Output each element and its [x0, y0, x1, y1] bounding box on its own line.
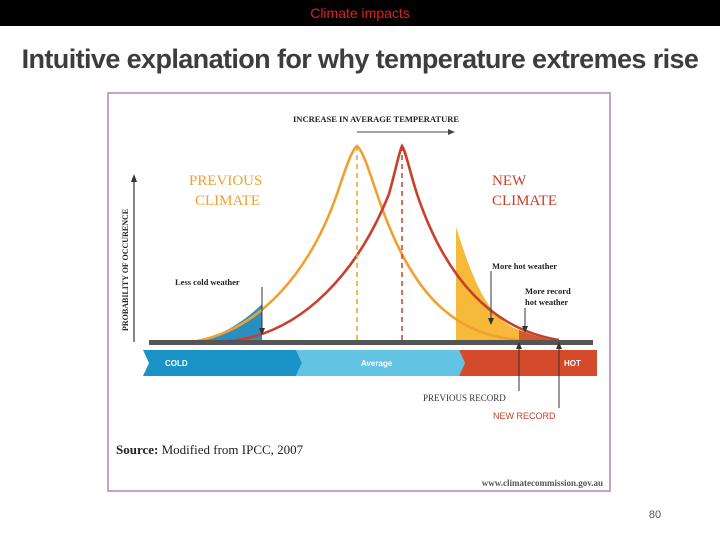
slide-title: Intuitive explanation for why temperatur…	[21, 44, 699, 74]
source-label: Source:	[116, 442, 159, 457]
climate-distribution-figure: INCREASE IN AVERAGE TEMPERATURE PROBABIL…	[107, 92, 611, 492]
baseline	[149, 340, 593, 345]
average-label: Average	[361, 359, 393, 368]
page-number: 80	[648, 509, 662, 521]
new-climate-label-2: CLIMATE	[492, 193, 557, 209]
less-cold-area	[197, 304, 262, 341]
hot-label: HOT	[564, 359, 581, 368]
y-axis-label: PROBABILITY OF OCCURENCE	[121, 209, 130, 331]
cold-label: COLD	[165, 359, 188, 368]
less-cold-label: Less cold weather	[175, 277, 240, 287]
more-hot-area	[456, 227, 519, 341]
top-label: INCREASE IN AVERAGE TEMPERATURE	[293, 114, 459, 124]
more-record-label-2: hot weather	[525, 297, 568, 307]
previous-record-label: PREVIOUS RECORD	[423, 393, 506, 403]
increase-arrow-head	[448, 129, 455, 135]
section-title: Climate impacts	[310, 5, 410, 21]
y-axis-arrow	[131, 174, 137, 182]
previous-record-arrow-head	[516, 342, 522, 349]
more-hot-label: More hot weather	[492, 261, 557, 271]
record-arrow-head	[522, 326, 528, 333]
new-record-label: NEW RECORD	[493, 411, 556, 421]
previous-climate-label-2: CLIMATE	[195, 193, 260, 209]
source-note: Source: Modified from IPCC, 2007	[116, 442, 303, 458]
distribution-diagram: INCREASE IN AVERAGE TEMPERATURE PROBABIL…	[121, 114, 597, 421]
header-bar: Climate impacts	[0, 0, 720, 26]
average-band	[296, 350, 465, 376]
new-record-arrow-head	[556, 342, 562, 349]
new-climate-label-1: NEW	[492, 173, 527, 189]
less-cold-arrow-head	[259, 328, 265, 335]
website-url: www.climatecommission.gov.au	[481, 478, 603, 488]
record-hot-area	[519, 330, 559, 341]
hot-band	[459, 350, 597, 376]
previous-climate-label-1: PREVIOUS	[189, 173, 262, 189]
more-record-label-1: More record	[525, 286, 571, 296]
cold-band	[143, 350, 302, 376]
source-text: Modified from IPCC, 2007	[161, 442, 304, 457]
more-hot-arrow-head	[488, 318, 494, 325]
